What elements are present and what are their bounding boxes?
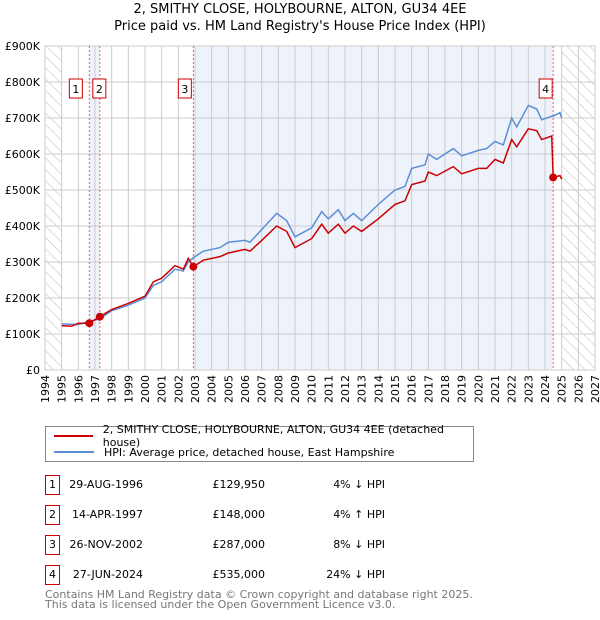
legend-label: HPI: Average price, detached house, East… [104, 445, 395, 459]
footer-copyright: Contains HM Land Registry data © Crown c… [45, 588, 473, 601]
x-tick-label: 2026 [572, 375, 585, 403]
x-tick-label: 1995 [56, 375, 69, 403]
sale-label-box [68, 78, 83, 99]
sale-label-box [538, 78, 553, 99]
legend-item-hpi: HPI: Average price, detached house, East… [54, 444, 394, 460]
x-tick-label: 2003 [189, 375, 202, 403]
x-tick-label: 2009 [289, 375, 302, 403]
sale-label-text: 1 [72, 83, 79, 96]
x-tick-label: 2001 [156, 375, 169, 403]
x-tick-label: 2014 [372, 375, 385, 403]
sale-point [549, 173, 558, 182]
transaction-price: £148,000 [212, 508, 266, 521]
x-tick-label: 2022 [506, 375, 519, 403]
transaction-date: 14-APR-1997 [71, 508, 143, 521]
sale-label-box [92, 78, 107, 99]
y-tick-label: £0 [26, 364, 40, 377]
y-tick-label: £200K [5, 292, 41, 305]
sale-label-1: 1 [68, 78, 83, 99]
y-tick-label: £400K [5, 220, 41, 233]
x-tick-label: 2017 [422, 375, 435, 403]
x-tick-label: 2002 [172, 375, 185, 403]
transaction-price: £129,950 [212, 478, 266, 491]
sale-point [189, 262, 198, 271]
x-tick-label: 1999 [122, 375, 135, 403]
x-tick-label: 2008 [272, 375, 285, 403]
y-tick-label: £700K [5, 112, 41, 125]
transaction-row: 4 27-JUN-2024 £535,000 24% ↓ HPI [45, 565, 485, 585]
x-tick-label: 2020 [472, 375, 485, 403]
sale-point [85, 319, 94, 328]
legend-swatch [54, 435, 93, 437]
x-tick-label: 2018 [439, 375, 452, 403]
y-tick-label: £600K [5, 148, 41, 161]
x-tick-label: 2004 [206, 375, 219, 403]
y-tick-label: £900K [5, 40, 41, 53]
x-tick-label: 1998 [106, 375, 119, 403]
x-tick-label: 2000 [139, 375, 152, 403]
transaction-price: £535,000 [212, 568, 266, 581]
x-tick-label: 1997 [89, 375, 102, 403]
x-tick-label: 2024 [539, 375, 552, 403]
transaction-hpi: 4% ↓ HPI [333, 478, 385, 491]
transaction-date: 29-AUG-1996 [69, 478, 143, 491]
chart-subtitle: Price paid vs. HM Land Registry's House … [114, 19, 486, 34]
x-tick-label: 2007 [256, 375, 269, 403]
footer-licence: This data is licensed under the Open Gov… [45, 598, 396, 611]
transaction-date: 26-NOV-2002 [69, 538, 143, 551]
transaction-row: 1 29-AUG-1996 £129,950 4% ↓ HPI [45, 475, 485, 495]
x-tick-label: 2010 [306, 375, 319, 403]
y-tick-label: £800K [5, 76, 41, 89]
transaction-number: 3 [45, 535, 60, 555]
transaction-number: 4 [45, 565, 60, 585]
x-tick-label: 2005 [222, 375, 235, 403]
plot-border [44, 45, 596, 371]
sale-label-box [177, 78, 192, 99]
sale-label-text: 3 [181, 83, 188, 96]
x-tick-label: 2015 [389, 375, 402, 403]
y-tick-label: £500K [5, 184, 41, 197]
legend-item-property: 2, SMITHY CLOSE, HOLYBOURNE, ALTON, GU34… [54, 423, 473, 449]
legend-label: 2, SMITHY CLOSE, HOLYBOURNE, ALTON, GU34… [102, 423, 444, 449]
transaction-date: 27-JUN-2024 [72, 568, 143, 581]
shaded-period [193, 46, 554, 370]
sale-label-text: 2 [96, 83, 103, 96]
transaction-hpi: 4% ↑ HPI [333, 508, 385, 521]
sale-point [95, 312, 104, 321]
x-tick-label: 1994 [39, 375, 52, 403]
transaction-hpi: 8% ↓ HPI [333, 538, 385, 551]
hatched-pre-data [45, 46, 62, 370]
sale-label-3: 3 [177, 78, 192, 99]
sale-label-4: 4 [538, 78, 553, 99]
price-paid-line [61, 127, 563, 327]
x-tick-label: 2025 [556, 375, 569, 403]
transaction-price: £287,000 [212, 538, 266, 551]
transaction-hpi: 24% ↓ HPI [326, 568, 385, 581]
sale-label-text: 4 [542, 83, 549, 96]
x-tick-label: 2021 [489, 375, 502, 403]
y-tick-label: £100K [5, 328, 41, 341]
hpi-line [61, 104, 563, 326]
x-tick-label: 2006 [239, 375, 252, 403]
chart-title: 2, SMITHY CLOSE, HOLYBOURNE, ALTON, GU34… [133, 2, 467, 17]
transaction-number: 2 [45, 505, 60, 525]
x-tick-label: 2011 [322, 375, 335, 403]
sale-label-2: 2 [92, 78, 107, 99]
x-tick-label: 2027 [589, 375, 600, 403]
x-tick-label: 2012 [339, 375, 352, 403]
x-tick-label: 1996 [72, 375, 85, 403]
x-tick-label: 2023 [522, 375, 535, 403]
legend: 2, SMITHY CLOSE, HOLYBOURNE, ALTON, GU34… [45, 423, 474, 462]
x-tick-label: 2016 [406, 375, 419, 403]
price-chart: 1994 1995 1996 1997 1998 1999 2000 2001 2002 2003… [5, 40, 600, 403]
legend-swatch [54, 451, 94, 453]
x-tick-label: 2013 [356, 375, 369, 403]
transaction-row: 3 26-NOV-2002 £287,000 8% ↓ HPI [45, 535, 485, 555]
y-tick-label: £300K [5, 256, 41, 269]
transaction-row: 2 14-APR-1997 £148,000 4% ↑ HPI [45, 505, 485, 525]
x-tick-label: 2019 [456, 375, 469, 403]
transaction-number: 1 [45, 475, 60, 495]
